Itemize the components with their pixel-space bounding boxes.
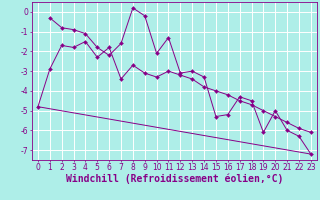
X-axis label: Windchill (Refroidissement éolien,°C): Windchill (Refroidissement éolien,°C) [66,174,283,184]
